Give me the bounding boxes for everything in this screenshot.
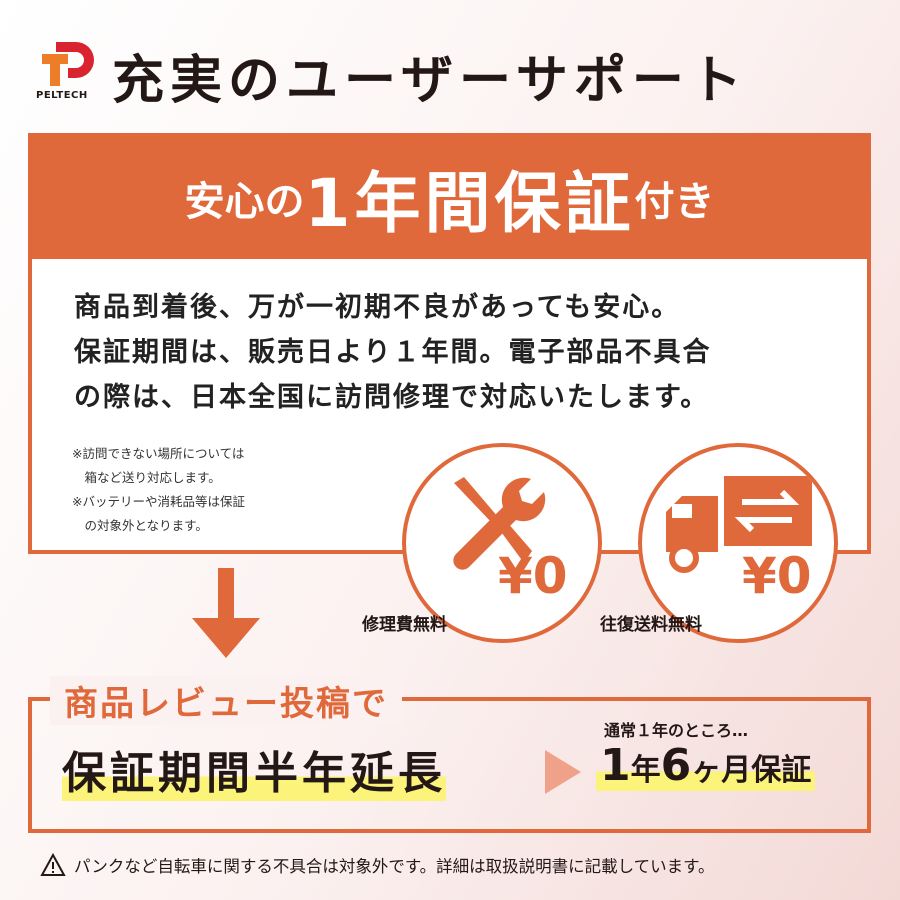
logo-text: PELTECH: [36, 90, 88, 101]
notes: ※訪問できない場所については 箱など送り対応します。 ※バッテリーや消耗品等は保…: [72, 442, 245, 538]
warranty-banner: 安心の 1年間保証 付き: [32, 137, 867, 259]
right-triangle-icon: [545, 750, 581, 794]
result-month-unit: ヶ月保証: [691, 753, 812, 788]
result-years: 1: [600, 740, 631, 791]
shipping-free-badge: ¥0: [638, 443, 838, 643]
banner-suffix: 付き: [634, 179, 715, 225]
footer-notice: パンクなど自転車に関する不具合は対象外です。詳細は取扱説明書に記載しています。: [40, 853, 715, 877]
extension-text: 保証期間半年延長: [62, 737, 446, 801]
page-title: 充実のユーザーサポート: [112, 51, 748, 111]
warranty-description: 商品到着後、万が一初期不良があっても安心。 保証期間は、販売日より１年間。電子部…: [74, 285, 711, 420]
description-line: 商品到着後、万が一初期不良があっても安心。: [74, 292, 681, 323]
repair-price: ¥0: [498, 547, 568, 605]
note-line: 箱など送り対応します。: [72, 470, 221, 485]
wrench-screwdriver-icon: [453, 477, 546, 570]
banner-main: 1年間保証: [304, 165, 635, 242]
footer-text: パンクなど自転車に関する不具合は対象外です。詳細は取扱説明書に記載しています。: [74, 857, 715, 876]
banner-prefix: 安心の: [184, 179, 305, 225]
peltech-logo: [42, 42, 94, 86]
note-line: の対象外となります。: [72, 518, 208, 533]
review-box: [28, 697, 871, 833]
shipping-price: ¥0: [742, 547, 812, 605]
result-year-unit: 年: [630, 753, 661, 788]
down-arrow-icon: [192, 568, 260, 658]
repair-free-badge: ¥0: [402, 443, 602, 643]
review-heading: 商品レビュー投稿で: [50, 676, 402, 725]
warranty-box: 安心の 1年間保証 付き 商品到着後、万が一初期不良があっても安心。 保証期間は…: [28, 133, 871, 554]
description-line: の際は、日本全国に訪問修理で対応いたします。: [74, 382, 710, 413]
shipping-label: 往復送料無料: [600, 615, 702, 635]
usual-note: 通常１年のところ…: [604, 721, 749, 740]
extended-warranty: 1年6ヶ月保証: [596, 740, 816, 791]
warning-icon: [40, 853, 66, 876]
description-line: 保証期間は、販売日より１年間。電子部品不具合: [74, 337, 712, 368]
note-line: ※バッテリーや消耗品等は保証: [72, 494, 245, 509]
truck-exchange-icon: [666, 476, 812, 573]
repair-label: 修理費無料: [362, 615, 447, 635]
result-months: 6: [660, 740, 692, 791]
note-line: ※訪問できない場所については: [72, 446, 245, 461]
